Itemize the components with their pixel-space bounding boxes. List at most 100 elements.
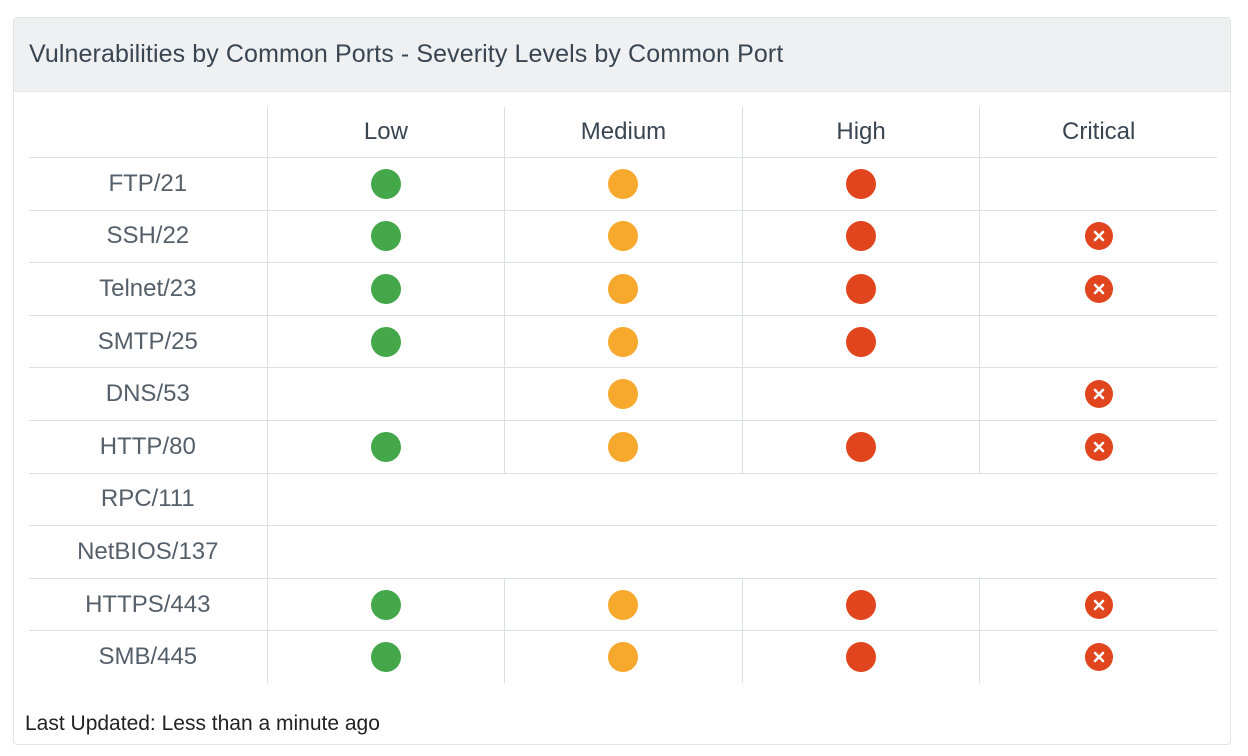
- severity-cell-low: [266, 420, 505, 473]
- severity-cell-medium: [504, 578, 742, 631]
- port-cell: DNS/53: [29, 368, 267, 420]
- severity-cell-medium: [504, 368, 742, 420]
- orange-circle-icon: [608, 273, 639, 304]
- orange-circle-icon: [608, 168, 639, 199]
- table-row: DNS/53: [29, 367, 1217, 420]
- port-label: SMB/445: [98, 643, 198, 671]
- port-label: SMTP/25: [97, 327, 198, 355]
- severity-cell-high: [741, 263, 980, 315]
- severity-cell-medium: [504, 631, 742, 683]
- x-circle-icon: [1084, 380, 1113, 409]
- red-circle-icon: [846, 326, 877, 357]
- green-circle-icon: [370, 431, 401, 462]
- severity-cell-low: [266, 210, 505, 263]
- orange-circle-icon: [608, 326, 639, 357]
- table-row: RPC/111: [29, 472, 1217, 526]
- severity-cell-low: [266, 263, 505, 315]
- port-label: NetBIOS/137: [77, 537, 219, 565]
- severity-cell-medium: [504, 526, 742, 578]
- table-row: FTP/21: [29, 157, 1217, 210]
- severity-cell-critical: [979, 158, 1217, 210]
- port-cell: NetBIOS/137: [29, 526, 267, 578]
- table-row: HTTP/80: [29, 419, 1217, 473]
- column-header-label: Medium: [580, 118, 667, 145]
- column-header-critical: Critical: [979, 107, 1217, 157]
- port-label: RPC/111: [100, 485, 195, 513]
- column-header-label: Low: [363, 118, 408, 145]
- x-circle-icon: [1084, 274, 1113, 303]
- severity-cell-high: [741, 158, 980, 210]
- severity-cell-medium: [504, 158, 742, 210]
- panel-header: Vulnerabilities by Common Ports - Severi…: [14, 18, 1230, 92]
- red-circle-icon: [846, 431, 877, 462]
- port-cell: HTTPS/443: [29, 579, 267, 631]
- green-circle-icon: [370, 326, 401, 357]
- last-updated-text: Last Updated: Less than a minute ago: [25, 712, 380, 735]
- red-circle-icon: [846, 221, 877, 252]
- orange-circle-icon: [608, 379, 639, 410]
- severity-cell-critical: [979, 315, 1217, 368]
- port-label: HTTP/80: [99, 432, 196, 460]
- x-circle-icon: [1084, 643, 1113, 672]
- column-header-medium: Medium: [504, 107, 742, 157]
- port-cell: HTTP/80: [29, 421, 267, 473]
- header-corner-cell: [29, 107, 267, 157]
- port-cell: SMTP/25: [29, 316, 267, 368]
- severity-cell-medium: [504, 210, 742, 263]
- severity-cell-medium: [504, 420, 742, 473]
- severity-cell-high: [742, 474, 980, 526]
- severity-cell-medium: [504, 315, 742, 368]
- panel-title: Vulnerabilities by Common Ports - Severi…: [29, 40, 784, 68]
- green-circle-icon: [370, 273, 401, 304]
- severity-cell-high: [741, 578, 980, 631]
- severity-cell-critical: [979, 368, 1217, 420]
- severity-cell-critical: [979, 631, 1217, 683]
- red-circle-icon: [846, 642, 877, 673]
- table-row: NetBIOS/137: [29, 525, 1217, 578]
- port-cell: FTP/21: [29, 158, 267, 210]
- table-row: Telnet/23: [29, 262, 1217, 315]
- severity-cell-low: [266, 368, 505, 420]
- severity-cell-high: [741, 210, 980, 263]
- severity-cell-critical: [979, 474, 1217, 526]
- green-circle-icon: [370, 221, 401, 252]
- port-cell: SSH/22: [29, 211, 267, 263]
- table-row: SMTP/25: [29, 314, 1217, 368]
- green-circle-icon: [370, 589, 401, 620]
- port-cell: Telnet/23: [29, 263, 267, 315]
- green-circle-icon: [370, 642, 401, 673]
- severity-cell-high: [741, 315, 980, 368]
- port-label: HTTPS/443: [85, 590, 211, 618]
- severity-cell-high: [742, 526, 980, 578]
- column-header-label: Critical: [1062, 118, 1136, 145]
- severity-cell-high: [741, 368, 980, 420]
- severity-grid: Low Medium High Critical FTP/21 SSH/22 Telnet…: [29, 107, 1217, 683]
- x-circle-icon: [1084, 590, 1113, 619]
- red-circle-icon: [846, 589, 877, 620]
- grid-header-row: Low Medium High Critical: [29, 107, 1217, 157]
- port-label: FTP/21: [108, 169, 188, 197]
- severity-cell-critical: [979, 263, 1217, 315]
- port-label: Telnet/23: [99, 274, 197, 302]
- severity-cell-low: [266, 315, 505, 368]
- severity-cell-high: [741, 420, 980, 473]
- red-circle-icon: [846, 168, 877, 199]
- severity-cell-low: [266, 578, 505, 631]
- x-circle-icon: [1084, 222, 1113, 251]
- severity-cell-low: [266, 526, 505, 578]
- severity-cell-critical: [979, 420, 1217, 473]
- x-circle-icon: [1084, 432, 1113, 461]
- severity-cell-low: [266, 473, 505, 526]
- severity-cell-critical: [979, 210, 1217, 263]
- table-row: SMB/445: [29, 630, 1217, 683]
- red-circle-icon: [846, 273, 877, 304]
- severity-cell-low: [266, 158, 505, 210]
- orange-circle-icon: [608, 642, 639, 673]
- severity-cell-medium: [504, 474, 742, 526]
- severity-cell-low: [266, 631, 505, 683]
- green-circle-icon: [370, 168, 401, 199]
- table-row: SSH/22: [29, 209, 1217, 263]
- orange-circle-icon: [608, 431, 639, 462]
- port-cell: RPC/111: [29, 474, 267, 526]
- table-row: HTTPS/443: [29, 577, 1217, 631]
